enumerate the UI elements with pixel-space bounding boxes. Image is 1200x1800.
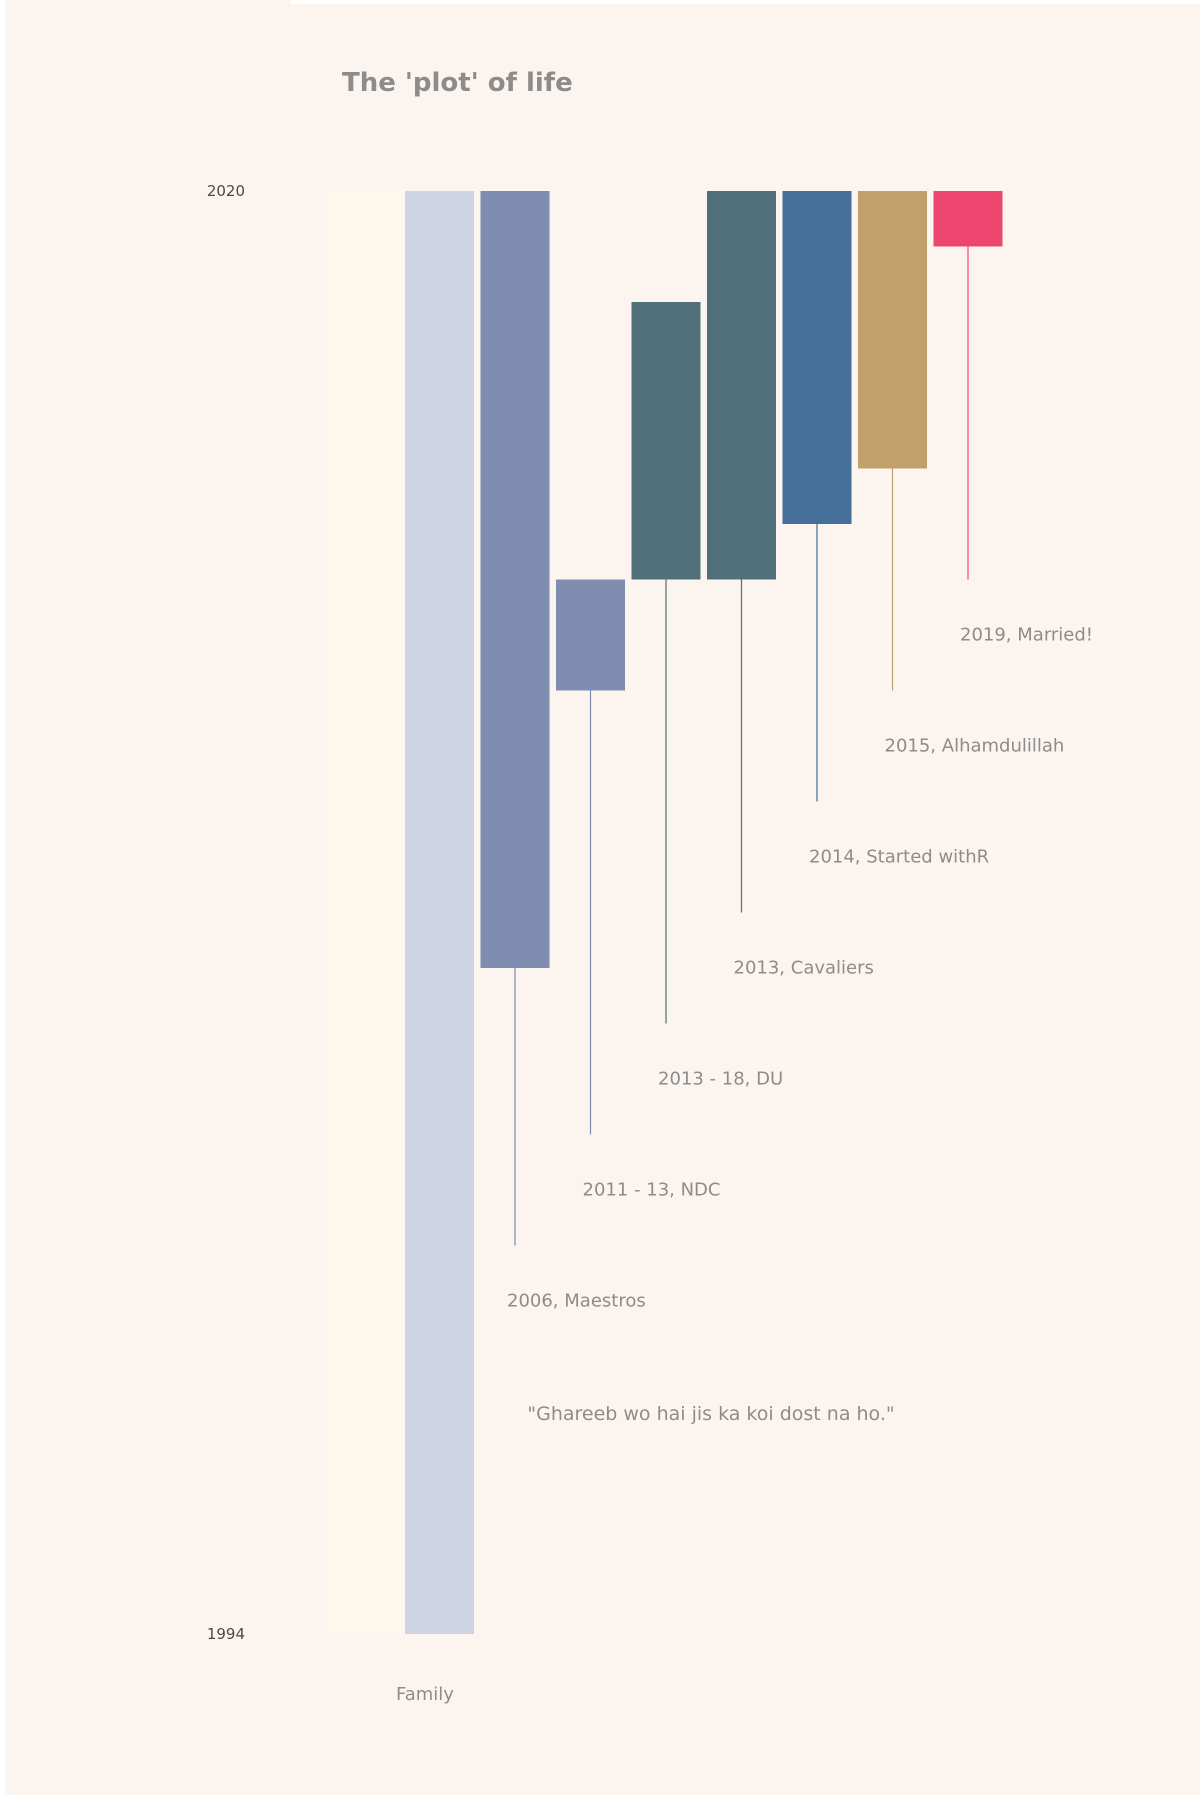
bar-started-with-r — [782, 191, 852, 524]
bar-married — [933, 191, 1003, 247]
bar-du — [631, 302, 701, 580]
top-strip — [5, 0, 291, 4]
label-ndc: 2011 - 13, NDC — [583, 1180, 721, 1201]
chart-title: The 'plot' of life — [342, 68, 573, 98]
label-maestros: 2006, Maestros — [507, 1291, 646, 1312]
label-started-with-r: 2014, Started withR — [809, 847, 989, 868]
bar-family — [405, 191, 474, 1634]
highlight-band — [329, 191, 411, 1634]
label-married: 2019, Married! — [960, 625, 1093, 646]
quote-caption: "Ghareeb wo hai jis ka koi dost na ho." — [527, 1403, 894, 1425]
y-tick-2020: 2020 — [207, 182, 245, 200]
label-alhamdulillah: 2015, Alhamdulillah — [885, 736, 1065, 757]
bar-cavaliers — [707, 191, 776, 580]
category-label: Family — [396, 1684, 454, 1705]
bar-alhamdulillah — [858, 191, 927, 469]
label-cavaliers: 2013, Cavaliers — [734, 958, 874, 979]
label-du: 2013 - 18, DU — [658, 1069, 783, 1090]
y-tick-1994: 1994 — [207, 1625, 245, 1643]
bar-ndc — [556, 579, 625, 691]
chart-canvas: The 'plot' of life 2006, Maestros 2011 - … — [5, 4, 1200, 1795]
bar-maestros — [480, 191, 550, 968]
life-plot-chart: The 'plot' of life 2006, Maestros 2011 - … — [207, 68, 1093, 1705]
